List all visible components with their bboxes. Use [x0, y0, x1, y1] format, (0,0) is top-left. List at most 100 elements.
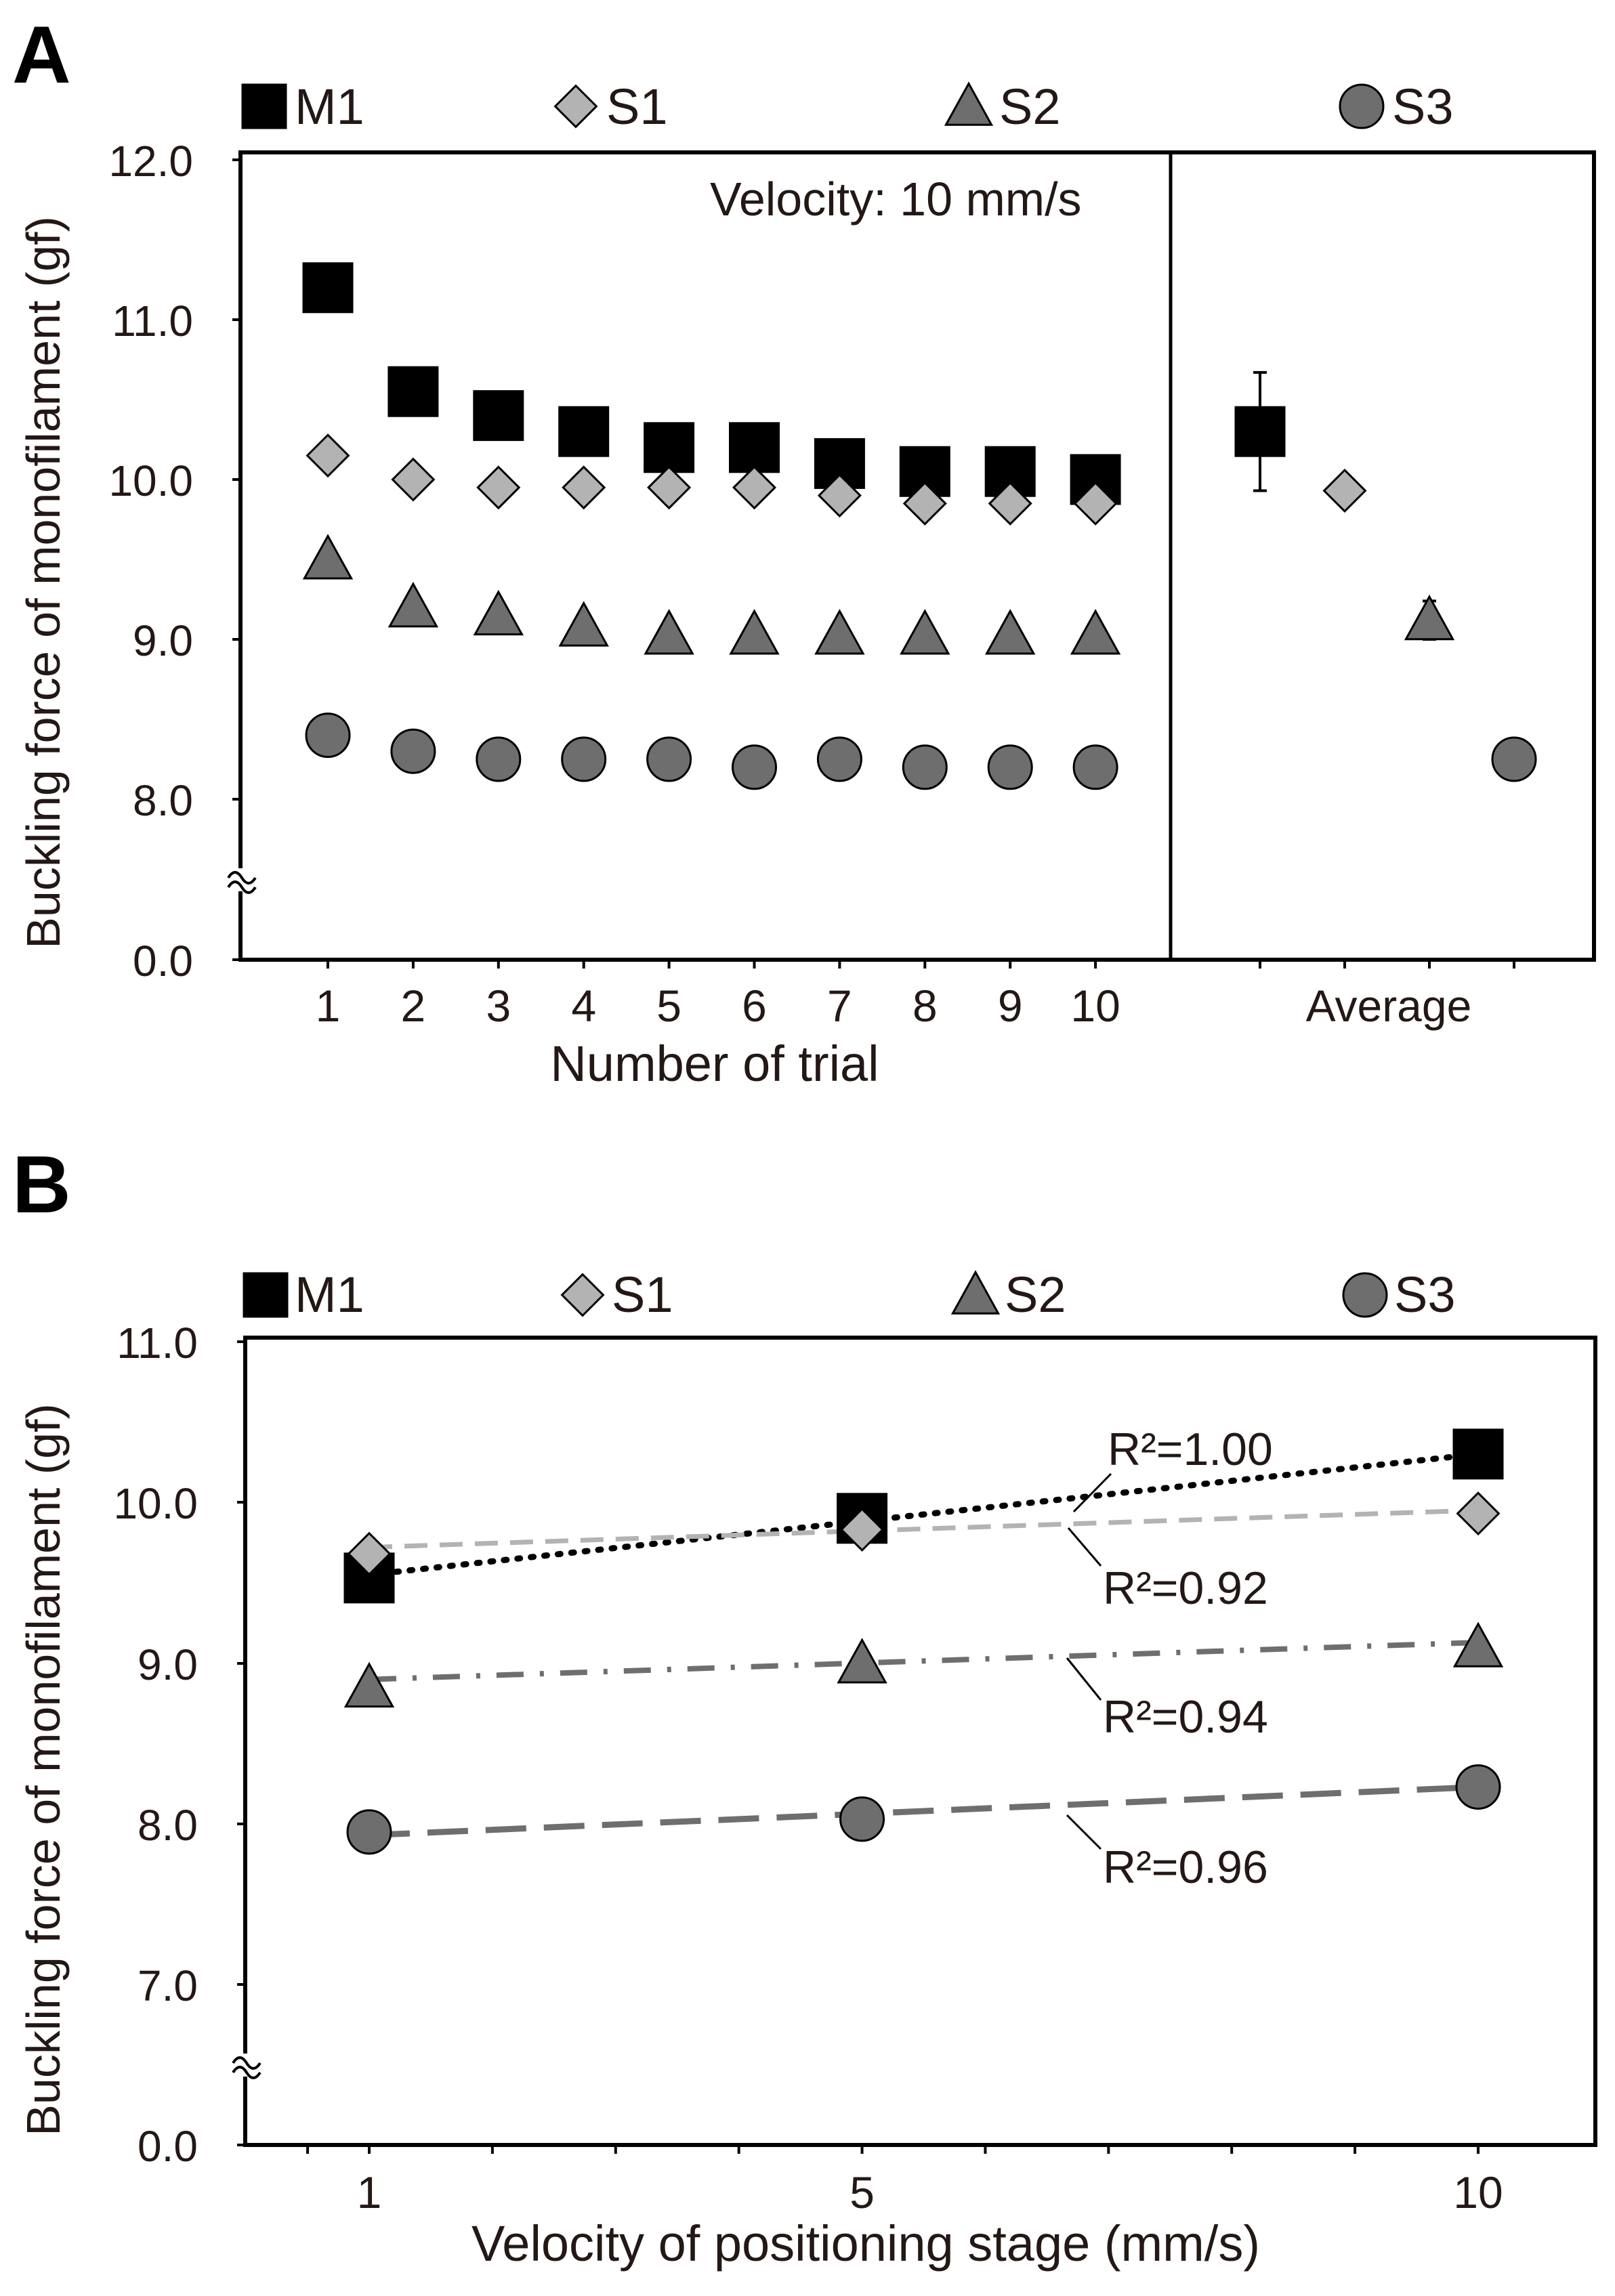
panel-b-y-label: Buckling force of monofilament (gf) [17, 1403, 70, 2136]
point-a-s3 [561, 736, 607, 782]
x-tick-label-a: 5 [656, 981, 681, 1031]
panel-a-plot-frame [238, 150, 1596, 962]
legend-a: M1 S1 S2 S3 [241, 79, 1454, 135]
x-tick-label-b: 10 [1453, 2167, 1503, 2217]
r2-leader-m1 [1072, 1472, 1112, 1513]
point-a-s3 [987, 744, 1033, 790]
point-a-s2 [814, 609, 865, 655]
point-b-s1 [840, 1507, 885, 1552]
y-tick-label-a: 8.0 [133, 776, 193, 825]
point-a-m1 [387, 366, 439, 417]
point-a-m1 [302, 262, 354, 314]
panel-b-r2-labels: R²=1.00 R²=0.92 R²=0.94 R²=0.96 [1066, 1424, 1273, 1893]
legend-a-label-m1: M1 [295, 79, 364, 135]
average-point-s1 [1322, 468, 1367, 513]
point-a-s2 [1070, 609, 1121, 655]
panel-b-marks [343, 1428, 1504, 1855]
r2-label-s2: R²=0.94 [1103, 1691, 1268, 1743]
legend-a-marker-s1 [553, 84, 598, 129]
average-point-s3 [1491, 736, 1537, 782]
y-tick-label-b: 0.0 [138, 2122, 198, 2171]
x-tick-label-a: 6 [742, 981, 767, 1031]
panel-b-x-label: Velocity of positioning stage (mm/s) [471, 2215, 1260, 2272]
y-tick-label-a: 10.0 [108, 456, 193, 505]
point-a-s3 [902, 744, 948, 790]
axis-break-b [232, 2054, 261, 2079]
x-tick-label-a: 2 [401, 981, 426, 1031]
point-b-s3 [839, 1796, 885, 1842]
point-a-s2 [985, 609, 1036, 655]
point-b-s2 [1452, 1621, 1504, 1667]
point-b-s1 [347, 1531, 392, 1576]
point-a-s3 [390, 728, 436, 774]
point-a-s2 [302, 534, 354, 580]
legend-b-marker-s3 [1342, 1272, 1388, 1318]
panel-b-plot-frame [243, 1336, 1597, 2147]
point-a-s2 [644, 609, 694, 655]
legend-b-label-s2: S2 [1005, 1267, 1066, 1323]
point-a-s3 [476, 736, 522, 782]
point-a-m1 [729, 422, 780, 473]
point-a-s3 [816, 736, 862, 782]
r2-leader-s1 [1067, 1527, 1102, 1567]
y-tick-label-b: 11.0 [117, 1319, 198, 1367]
legend-a-marker-m1 [241, 83, 287, 129]
legend-b-label-s1: S1 [612, 1267, 673, 1323]
r2-label-s1: R²=0.92 [1103, 1562, 1268, 1614]
point-b-m1 [343, 1552, 395, 1604]
point-a-s1 [988, 481, 1032, 526]
point-a-s3 [732, 744, 777, 790]
panel-b-letter: B [12, 1139, 71, 1230]
y-tick-label-b: 9.0 [138, 1640, 198, 1689]
x-tick-label-a: 9 [998, 981, 1023, 1031]
point-a-s3 [305, 713, 351, 759]
r2-label-s3: R²=0.96 [1103, 1842, 1268, 1893]
legend-b: M1 S1 S2 S3 [243, 1267, 1456, 1323]
point-a-s1 [732, 465, 777, 510]
point-a-s2 [729, 609, 780, 655]
point-a-s1 [306, 433, 350, 478]
trendline-s1 [369, 1508, 1479, 1550]
trendline-s2 [369, 1640, 1479, 1682]
legend-b-label-s3: S3 [1394, 1267, 1456, 1323]
point-a-s2 [900, 609, 950, 655]
panel-a-x-ticks: 1 2 3 4 5 6 7 8 9 10 Average [316, 960, 1515, 1031]
point-a-s2 [387, 582, 439, 628]
panel-a-x-label: Number of trial [550, 1036, 879, 1092]
point-a-s1 [1073, 481, 1118, 526]
legend-b-label-m1: M1 [295, 1267, 364, 1323]
average-point-m1 [1234, 406, 1286, 457]
average-label: Average [1306, 981, 1472, 1031]
y-tick-label-b: 10.0 [113, 1479, 198, 1528]
y-tick-label-a: 9.0 [133, 616, 193, 665]
legend-a-label-s3: S3 [1392, 79, 1454, 135]
axis-break-a [227, 868, 257, 894]
legend-a-label-s2: S2 [999, 79, 1061, 135]
panel-b-y-axis: 0.0 7.0 8.0 9.0 10.0 11.0 [113, 1319, 261, 2171]
legend-a-marker-s3 [1339, 83, 1385, 129]
point-a-m1 [644, 422, 695, 473]
point-a-s1 [391, 457, 436, 502]
x-tick-label-b: 5 [850, 2167, 875, 2217]
panel-a-y-axis: 0.0 8.0 9.0 10.0 11.0 12.0 [108, 137, 257, 985]
legend-b-marker-s2 [950, 1270, 1001, 1315]
legend-b-marker-s1 [560, 1273, 605, 1317]
x-tick-label-a: 8 [913, 981, 938, 1031]
panel-a-y-label: Buckling force of monofilament (gf) [17, 216, 70, 949]
trendline-m1 [366, 1451, 1482, 1578]
point-a-m1 [558, 406, 610, 457]
point-a-s1 [647, 465, 692, 510]
point-a-s3 [646, 736, 692, 782]
point-a-s3 [1072, 744, 1118, 790]
point-b-m1 [1452, 1428, 1504, 1480]
r2-label-m1: R²=1.00 [1108, 1424, 1273, 1475]
point-b-s3 [346, 1809, 392, 1855]
y-tick-label-a: 0.0 [133, 937, 193, 985]
x-tick-label-b: 1 [357, 2167, 382, 2217]
trendline-s3 [369, 1783, 1479, 1839]
y-tick-label-b: 7.0 [138, 1961, 198, 2010]
point-b-s2 [343, 1661, 395, 1708]
point-a-s1 [476, 465, 521, 510]
panel-b-x-ticks: 1 5 10 [306, 2145, 1503, 2217]
